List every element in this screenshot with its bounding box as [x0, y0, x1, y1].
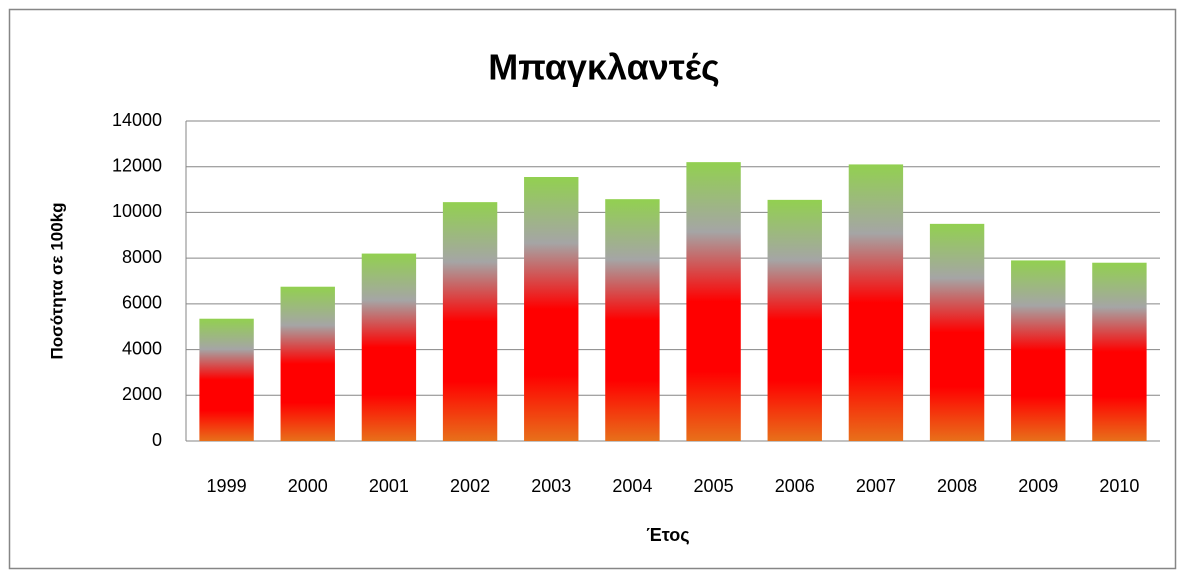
- y-axis-title: Ποσότητα σε 100kg: [47, 202, 66, 359]
- y-tick-label: 6000: [122, 293, 162, 313]
- bar: [929, 223, 985, 441]
- y-tick-label: 4000: [122, 338, 162, 358]
- bar: [1011, 260, 1066, 441]
- bar: [848, 164, 904, 441]
- bar: [524, 177, 579, 441]
- y-tick-label: 8000: [122, 247, 162, 267]
- x-axis-title: Έτος: [646, 525, 689, 545]
- bar: [767, 199, 822, 441]
- x-tick-label: 2007: [856, 476, 896, 496]
- x-tick-label: 2001: [369, 476, 409, 496]
- x-tick-label: 2008: [937, 476, 977, 496]
- x-tick-label: 2000: [288, 476, 328, 496]
- x-tick-label: 1999: [207, 476, 247, 496]
- x-tick-label: 2009: [1018, 476, 1058, 496]
- x-tick-label: 2003: [531, 476, 571, 496]
- x-tick-label: 2002: [450, 476, 490, 496]
- bar: [361, 253, 417, 441]
- x-tick-label: 2010: [1099, 476, 1139, 496]
- x-tick-label: 2006: [775, 476, 815, 496]
- y-tick-label: 0: [152, 430, 162, 450]
- y-tick-label: 2000: [122, 384, 162, 404]
- bar: [199, 318, 254, 441]
- x-tick-label: 2005: [694, 476, 734, 496]
- chart-title: Μπαγκλαντές: [488, 47, 720, 88]
- bar: [1092, 262, 1147, 441]
- bar: [442, 202, 498, 441]
- bar: [280, 286, 335, 441]
- y-tick-label: 10000: [112, 201, 162, 221]
- chart-frame: [8, 8, 1177, 570]
- bar: [686, 162, 741, 441]
- bar: [605, 199, 660, 441]
- y-tick-label: 12000: [112, 155, 162, 175]
- y-tick-label: 14000: [112, 110, 162, 130]
- x-tick-label: 2004: [612, 476, 652, 496]
